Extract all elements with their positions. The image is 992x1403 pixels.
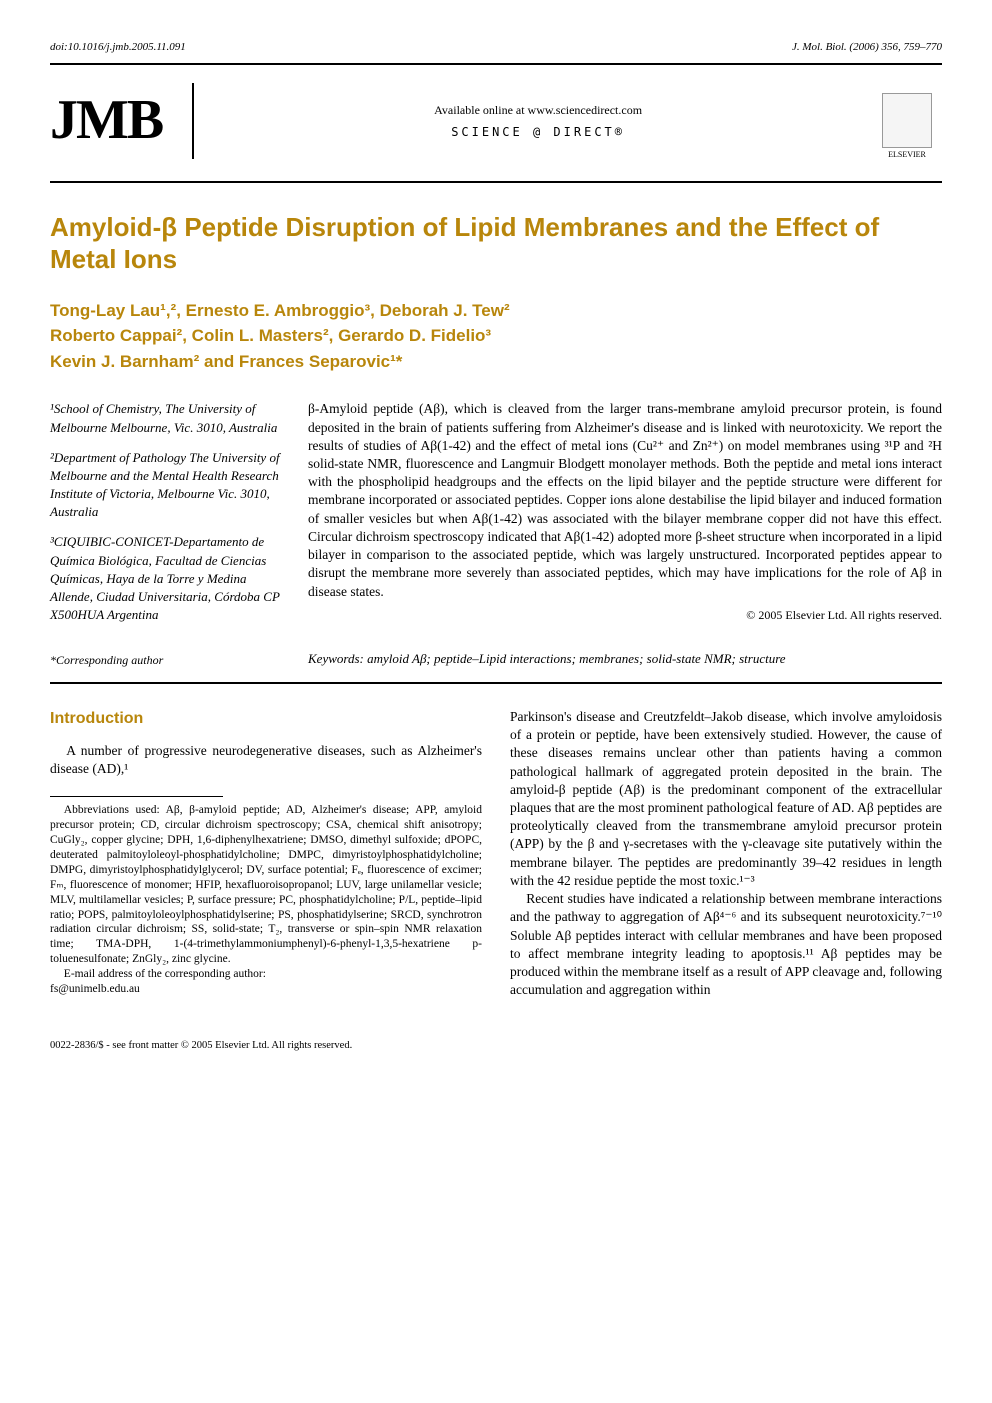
body-columns: Introduction A number of progressive neu… <box>50 708 942 1000</box>
elsevier-tree-icon <box>882 93 932 148</box>
top-rule <box>50 63 942 65</box>
introduction-heading: Introduction <box>50 708 482 730</box>
right-column: Parkinson's disease and Creutzfeldt–Jako… <box>510 708 942 1000</box>
article-title: Amyloid-β Peptide Disruption of Lipid Me… <box>50 211 942 276</box>
keywords: Keywords: amyloid Aβ; peptide–Lipid inte… <box>308 650 942 668</box>
email-address: fs@unimelb.edu.au <box>50 982 482 997</box>
abbreviations-footnote: Abbreviations used: Aβ, β-amyloid peptid… <box>50 803 482 967</box>
journal-ref: J. Mol. Biol. (2006) 356, 759–770 <box>792 40 942 55</box>
section-rule <box>50 682 942 684</box>
elsevier-text: ELSEVIER <box>888 150 926 161</box>
meta-row: ¹School of Chemistry, The University of … <box>50 400 942 636</box>
author-line-2: Roberto Cappai², Colin L. Masters², Gera… <box>50 323 942 349</box>
corresponding-author: *Corresponding author <box>50 652 280 668</box>
affiliation-2: ²Department of Pathology The University … <box>50 449 280 522</box>
abstract-text: β-Amyloid peptide (Aβ), which is cleaved… <box>308 401 942 598</box>
banner-rule <box>50 181 942 183</box>
author-line-3: Kevin J. Barnham² and Frances Separovic¹… <box>50 349 942 375</box>
intro-right-para-2: Recent studies have indicated a relation… <box>510 890 942 999</box>
email-label: E-mail address of the corresponding auth… <box>50 967 482 982</box>
left-column: Introduction A number of progressive neu… <box>50 708 482 1000</box>
journal-banner: JMB Available online at www.sciencedirec… <box>50 81 942 161</box>
keywords-text: amyloid Aβ; peptide–Lipid interactions; … <box>367 651 785 666</box>
author-line-1: Tong-Lay Lau¹,², Ernesto E. Ambroggio³, … <box>50 298 942 324</box>
abstract: β-Amyloid peptide (Aβ), which is cleaved… <box>308 400 942 636</box>
intro-left-para: A number of progressive neurodegenerativ… <box>50 742 482 778</box>
available-online-text: Available online at www.sciencedirect.co… <box>204 102 872 118</box>
elsevier-logo: ELSEVIER <box>872 81 942 161</box>
science-direct-logo: SCIENCE @ DIRECT® <box>204 124 872 140</box>
copyright: © 2005 Elsevier Ltd. All rights reserved… <box>308 607 942 623</box>
affiliation-1: ¹School of Chemistry, The University of … <box>50 400 280 436</box>
affiliations: ¹School of Chemistry, The University of … <box>50 400 280 636</box>
jmb-logo: JMB <box>50 83 194 159</box>
keywords-row: *Corresponding author Keywords: amyloid … <box>50 650 942 668</box>
affiliation-3: ³CIQUIBIC-CONICET-Departamento de Químic… <box>50 533 280 624</box>
header-line: doi:10.1016/j.jmb.2005.11.091 J. Mol. Bi… <box>50 40 942 55</box>
keywords-label: Keywords: <box>308 651 364 666</box>
doi-text: doi:10.1016/j.jmb.2005.11.091 <box>50 40 186 55</box>
page-footer: 0022-2836/$ - see front matter © 2005 El… <box>50 1039 942 1053</box>
intro-right-para-1: Parkinson's disease and Creutzfeldt–Jako… <box>510 708 942 890</box>
banner-center: Available online at www.sciencedirect.co… <box>204 102 872 140</box>
footnote-rule <box>50 796 223 797</box>
authors-block: Tong-Lay Lau¹,², Ernesto E. Ambroggio³, … <box>50 298 942 375</box>
